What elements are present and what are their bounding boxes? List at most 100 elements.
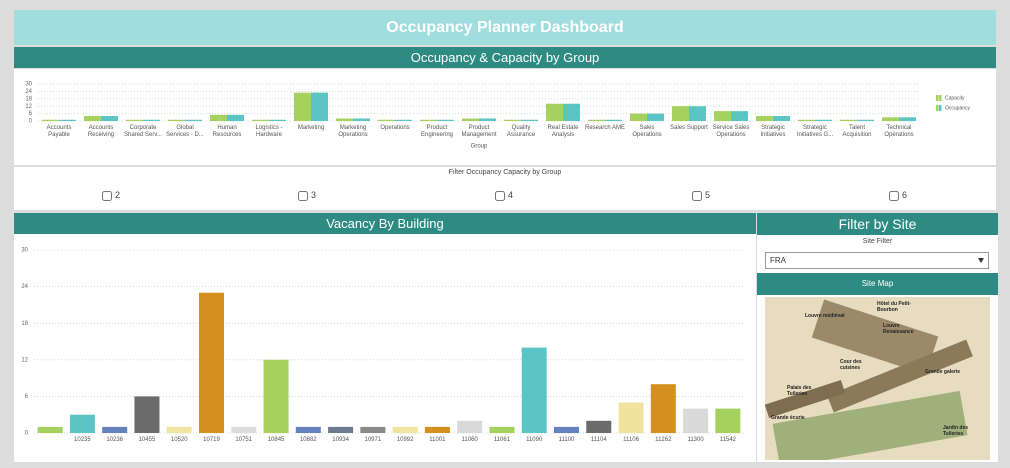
bar (269, 119, 286, 121)
bar (857, 119, 874, 121)
legend-swatch (939, 95, 942, 101)
x-tick-label: Strategic Initiatives G... (796, 125, 834, 138)
bar (798, 119, 815, 121)
checkbox-label: 5 (705, 190, 711, 200)
bar (479, 118, 496, 121)
x-tick-label: Accounts Payable (46, 125, 72, 138)
x-tick-label: Real Estate Analysis (547, 125, 579, 138)
y-tick-label: 18 (25, 96, 32, 102)
checkbox-label: 6 (902, 190, 908, 200)
bar (336, 118, 353, 121)
bar (311, 92, 328, 121)
x-tick-label: 10455 (138, 437, 156, 443)
bar (672, 106, 689, 121)
bar (840, 119, 857, 121)
legend-swatch (936, 105, 939, 111)
checkbox[interactable] (298, 190, 308, 201)
x-tick-label: 10520 (170, 437, 188, 443)
y-tick-label: 0 (29, 119, 33, 125)
x-tick-label: 10751 (235, 437, 253, 443)
x-tick-label: 10882 (299, 437, 317, 443)
bar (563, 103, 580, 121)
bar (521, 347, 547, 433)
bar (618, 402, 644, 433)
x-tick-label: Product Engineering (420, 125, 454, 138)
site-dropdown[interactable]: FRA (765, 252, 989, 269)
x-tick-label: Marketing Operations (338, 125, 368, 138)
x-tick-label: 11100 (558, 437, 575, 443)
bar (102, 426, 128, 433)
checkbox[interactable] (889, 190, 899, 201)
checkbox[interactable] (692, 190, 702, 201)
bar (168, 119, 185, 121)
x-tick-label: Sales Operations (632, 125, 662, 138)
bar (715, 408, 741, 433)
x-tick-label: Sales Support (670, 125, 708, 131)
panel (14, 167, 996, 210)
bar (504, 119, 521, 121)
y-tick-label: 12 (25, 104, 32, 110)
x-tick-label: Logistics - Hardware (255, 125, 283, 138)
bar (650, 384, 676, 433)
panel (14, 69, 996, 165)
x-tick-label: 10236 (106, 437, 123, 443)
bar (199, 292, 224, 433)
y-tick-label: 6 (25, 394, 29, 400)
checkbox-option[interactable]: 5 (692, 190, 710, 201)
bar (437, 119, 454, 121)
bar (360, 426, 386, 433)
x-tick-label: Technical Operations (884, 125, 914, 138)
bar (143, 119, 160, 121)
bar (605, 119, 622, 121)
bar (815, 119, 832, 121)
bar (37, 426, 63, 433)
map-label: Palais des Tuileries (787, 385, 812, 397)
y-tick-label: 30 (25, 82, 32, 88)
bar (227, 114, 244, 121)
site-map-button[interactable]: Site Map (757, 273, 998, 295)
bar (166, 426, 192, 433)
bar (328, 426, 354, 433)
legend-swatch (939, 105, 942, 111)
checkbox-option[interactable]: 2 (102, 190, 120, 201)
map-label: Louvre médiéval (805, 313, 845, 319)
bar (773, 116, 790, 121)
section-header: Vacancy By Building (14, 213, 756, 234)
bar (378, 119, 395, 121)
y-tick-label: 24 (21, 284, 28, 290)
section-header: Filter by Site (757, 213, 998, 235)
x-tick-label: Human Resources (212, 125, 242, 138)
bar (424, 426, 450, 433)
y-tick-label: 24 (25, 89, 32, 95)
bar (457, 420, 483, 433)
checkbox-option[interactable]: 6 (889, 190, 907, 201)
checkbox[interactable] (102, 190, 112, 201)
bar (554, 426, 579, 433)
site-filter-label: Site Filter (862, 238, 893, 245)
bar (294, 92, 311, 121)
bar (689, 106, 706, 121)
bar (42, 119, 59, 121)
x-tick-label: 11001 (429, 437, 446, 443)
checkbox-option[interactable]: 4 (495, 190, 513, 201)
bar (546, 103, 563, 121)
y-tick-label: 12 (21, 357, 28, 363)
legend-label: Capacity (945, 95, 965, 101)
bar (395, 119, 412, 121)
bar (420, 119, 437, 121)
x-tick-label: 11106 (623, 437, 639, 443)
x-tick-label: 10235 (74, 437, 91, 443)
bar (134, 396, 160, 433)
x-tick-label: Talent Acquisition (842, 125, 872, 138)
x-tick-label: 10992 (396, 437, 414, 443)
y-tick-label: 18 (21, 321, 28, 327)
checkbox[interactable] (495, 190, 505, 201)
x-tick-label: Corporate Shared Serv... (124, 125, 162, 138)
bar (263, 359, 289, 433)
map-label: Grande écurie (771, 415, 805, 421)
bar (185, 119, 202, 121)
checkbox-option[interactable]: 3 (298, 190, 316, 201)
x-tick-label: Global Services - D... (166, 125, 204, 138)
map-label: Cour des cuisines (840, 359, 862, 371)
x-tick-label: Product Management (461, 125, 497, 138)
